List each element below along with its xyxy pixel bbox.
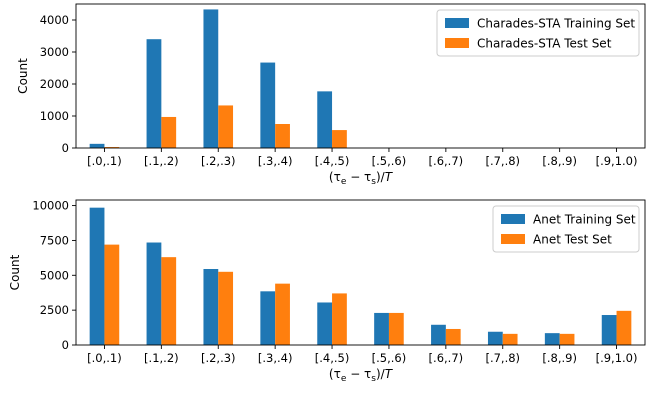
anet-x-tick-label-4: [.4,.5)	[315, 351, 350, 365]
anet-training-bar-9	[601, 315, 617, 345]
anet-test-bar-4	[332, 293, 347, 345]
charades-y-axis-label: Count	[16, 58, 30, 94]
charades-legend-label-1: Charades-STA Test Set	[477, 37, 612, 51]
anet-plot-frame	[75, 199, 646, 346]
charades-x-tick-label-1: [.1,.2)	[144, 154, 179, 168]
anet-x-tick-label-3: [.3,.4)	[258, 351, 293, 365]
anet-legend: Anet Training Set Anet Test Set	[492, 205, 640, 253]
anet-y-tick-label-2: 5000	[40, 268, 69, 282]
anet-test-bar-6	[445, 328, 461, 345]
charades-y-tick-label-3: 3000	[40, 45, 69, 59]
charades-plot-frame	[75, 3, 646, 149]
charades-x-tick-label-6: [.6,.7)	[429, 154, 464, 168]
anet-test-bar-3	[275, 283, 290, 345]
anet-legend-label-1: Anet Test Set	[533, 233, 612, 247]
anet-x-tick-label-2: [.2,.3)	[201, 351, 236, 365]
charades-legend: Charades-STA Training Set Charades-STA Te…	[436, 9, 640, 57]
anet-training-bar-1	[146, 242, 162, 345]
charades-x-tick-label-7: [.7,.8)	[485, 154, 520, 168]
charades-x-tick-label-0: [.0,.1)	[87, 154, 122, 168]
anet-legend-label-0: Anet Training Set	[533, 213, 636, 227]
anet-y-tick-label-1: 2500	[40, 303, 69, 317]
charades-y-tick-label-2: 2000	[40, 77, 69, 91]
charades-legend-swatch-0	[445, 18, 469, 28]
anet-training-bar-0	[89, 207, 105, 345]
anet-x-tick-label-0: [.0,.1)	[87, 351, 122, 365]
charades-legend-swatch-1	[445, 38, 469, 48]
anet-test-bar-1	[161, 257, 177, 345]
charades-training-bar-0	[89, 143, 105, 148]
charades-x-tick-label-9: [.9,1.0)	[596, 154, 638, 168]
anet-test-bar-7	[502, 333, 518, 345]
charades-y-tick-label-4: 4000	[40, 13, 69, 27]
charades-training-bar-4	[317, 91, 333, 148]
charades-x-tick-label-2: [.2,.3)	[201, 154, 236, 168]
anet-training-bar-3	[260, 291, 276, 345]
anet-test-bar-0	[104, 244, 120, 345]
charades-test-bar-1	[161, 116, 177, 148]
charades-x-tick-label-4: [.4,.5)	[315, 154, 350, 168]
charades-x-axis-label: (τe − τs)/T	[329, 170, 394, 187]
anet-x-tick-label-5: [.5,.6)	[372, 351, 407, 365]
anet-test-bar-8	[559, 333, 575, 345]
anet-legend-box	[492, 205, 640, 253]
charades-training-bar-3	[260, 62, 276, 149]
charades-x-tick-label-3: [.3,.4)	[258, 154, 293, 168]
anet-x-tick-label-1: [.1,.2)	[144, 351, 179, 365]
anet-y-axis-label: Count	[8, 254, 22, 290]
anet-y-tick-label-0: 0	[62, 338, 69, 352]
anet-legend-swatch-0	[501, 214, 525, 224]
charades-legend-box	[436, 9, 640, 57]
anet-training-bar-5	[374, 312, 389, 345]
charades-y-tick-label-1: 1000	[40, 109, 69, 123]
anet-training-bar-8	[544, 333, 560, 345]
charades-training-bar-2	[203, 9, 219, 148]
anet-test-bar-5	[388, 312, 404, 345]
anet-training-bar-2	[203, 269, 219, 345]
anet-training-bar-6	[431, 324, 446, 345]
anet-test-bar-9	[616, 310, 632, 345]
charades-y-tick-label-0: 0	[62, 141, 69, 155]
charades-test-bar-4	[332, 130, 347, 148]
anet-y-tick-label-3: 7500	[40, 233, 69, 247]
anet-legend-swatch-1	[501, 234, 525, 244]
anet-training-bar-4	[317, 302, 333, 345]
anet-x-tick-label-6: [.6,.7)	[429, 351, 464, 365]
anet-training-bar-7	[487, 331, 503, 345]
charades-x-tick-label-8: [.8,.9)	[542, 154, 577, 168]
charades-x-tick-label-5: [.5,.6)	[372, 154, 407, 168]
charades-chart-panel: 0 1000 2000 3000 4000 [.0,.1) [.1,.2) [.2,.3) [.…	[16, 3, 646, 187]
charades-test-bar-3	[275, 124, 290, 148]
anet-x-tick-label-8: [.8,.9)	[542, 351, 577, 365]
anet-y-tick-label-4: 10000	[32, 199, 69, 213]
anet-x-axis-label: (τe − τs)/T	[329, 367, 394, 384]
anet-x-tick-label-9: [.9,1.0)	[596, 351, 638, 365]
charades-test-bar-0	[104, 147, 120, 148]
anet-chart-panel: 0 2500 5000 7500 10000 [.0,.1) [.1,.2) [.2,.3) […	[8, 199, 646, 384]
charades-training-bar-1	[146, 39, 162, 149]
anet-x-tick-label-7: [.7,.8)	[485, 351, 520, 365]
anet-test-bar-2	[218, 271, 234, 345]
charades-test-bar-2	[218, 105, 234, 148]
charades-legend-label-0: Charades-STA Training Set	[477, 17, 635, 31]
